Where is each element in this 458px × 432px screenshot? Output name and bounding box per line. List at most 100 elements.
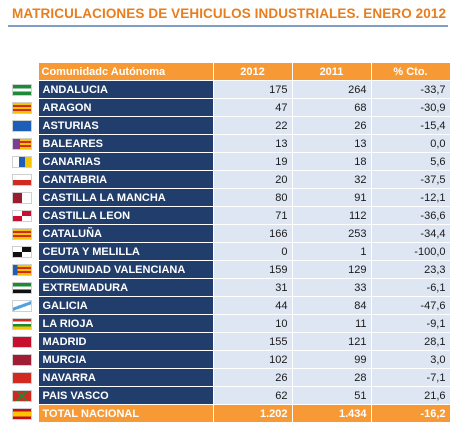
table-row: CATALUÑA 166 253 -34,4 xyxy=(8,224,451,243)
aragon-flag-icon xyxy=(12,101,32,114)
flag-cell xyxy=(8,242,38,261)
region-name: ANDALUCIA xyxy=(37,80,214,99)
value-2011: 28 xyxy=(291,368,372,387)
growth-percent: 5,6 xyxy=(370,152,451,171)
value-2012: 22 xyxy=(212,116,293,135)
baleares-flag-icon xyxy=(12,137,32,150)
table-header-row: Comunidadc Autónoma 2012 2011 % Cto. xyxy=(8,62,451,81)
value-2011: 84 xyxy=(291,296,372,315)
value-2012: 80 xyxy=(212,188,293,207)
value-2011: 91 xyxy=(291,188,372,207)
value-2012: 10 xyxy=(212,314,293,333)
table-row: EXTREMADURA 31 33 -6,1 xyxy=(8,278,451,297)
region-name: MURCIA xyxy=(37,350,214,369)
table-row: ARAGON 47 68 -30,9 xyxy=(8,98,451,117)
growth-percent: -6,1 xyxy=(370,278,451,297)
valencia-flag-icon xyxy=(12,263,32,276)
flag-cell xyxy=(8,386,38,405)
value-2012: 19 xyxy=(212,152,293,171)
value-2012: 166 xyxy=(212,224,293,243)
region-name: PAIS VASCO xyxy=(37,386,214,405)
flag-cell xyxy=(8,332,38,351)
value-2011: 1 xyxy=(291,242,372,261)
table-row: ASTURIAS 22 26 -15,4 xyxy=(8,116,451,135)
table-row: CASTILLA LEON 71 112 -36,6 xyxy=(8,206,451,225)
value-2011: 264 xyxy=(291,80,372,99)
value-2011: 121 xyxy=(291,332,372,351)
table-row: PAIS VASCO 62 51 21,6 xyxy=(8,386,451,405)
flag-cell xyxy=(8,278,38,297)
region-name: GALICIA xyxy=(37,296,214,315)
value-2012: 159 xyxy=(212,260,293,279)
table-row: ANDALUCIA 175 264 -33,7 xyxy=(8,80,451,99)
table-row: BALEARES 13 13 0,0 xyxy=(8,134,451,153)
region-name: CEUTA Y MELILLA xyxy=(37,242,214,261)
table-row: CANTABRIA 20 32 -37,5 xyxy=(8,170,451,189)
region-name: CATALUÑA xyxy=(37,224,214,243)
table-row: NAVARRA 26 28 -7,1 xyxy=(8,368,451,387)
flag-cell xyxy=(8,170,38,189)
flag-cell xyxy=(8,404,38,423)
growth-percent: -30,9 xyxy=(370,98,451,117)
table-row: MURCIA 102 99 3,0 xyxy=(8,350,451,369)
growth-percent: -37,5 xyxy=(370,170,451,189)
value-2012: 0 xyxy=(212,242,293,261)
table-row: LA RIOJA 10 11 -9,1 xyxy=(8,314,451,333)
flag-cell xyxy=(8,296,38,315)
value-2011: 99 xyxy=(291,350,372,369)
flag-cell xyxy=(8,116,38,135)
total-row: TOTAL NACIONAL 1.202 1.434 -16,2 xyxy=(8,404,451,423)
flag-cell xyxy=(8,134,38,153)
la-rioja-flag-icon xyxy=(12,317,32,330)
navarra-flag-icon xyxy=(12,371,32,384)
region-name: MADRID xyxy=(37,332,214,351)
value-2011: 32 xyxy=(291,170,372,189)
region-name: NAVARRA xyxy=(37,368,214,387)
header-spacer xyxy=(8,62,38,81)
region-name: ARAGON xyxy=(37,98,214,117)
flag-cell xyxy=(8,152,38,171)
value-2011: 33 xyxy=(291,278,372,297)
page-title: MATRICULACIONES DE VEHICULOS INDUSTRIALE… xyxy=(12,6,447,21)
value-2012: 26 xyxy=(212,368,293,387)
value-2012: 155 xyxy=(212,332,293,351)
value-2012: 31 xyxy=(212,278,293,297)
region-name: BALEARES xyxy=(37,134,214,153)
growth-percent: -9,1 xyxy=(370,314,451,333)
growth-percent: 3,0 xyxy=(370,350,451,369)
flag-cell xyxy=(8,188,38,207)
flag-cell xyxy=(8,314,38,333)
flag-cell xyxy=(8,260,38,279)
table-row: MADRID 155 121 28,1 xyxy=(8,332,451,351)
flag-cell xyxy=(8,80,38,99)
value-2011: 51 xyxy=(291,386,372,405)
growth-percent: -33,7 xyxy=(370,80,451,99)
andalucia-flag-icon xyxy=(12,83,32,96)
table-row: CANARIAS 19 18 5,6 xyxy=(8,152,451,171)
region-name: EXTREMADURA xyxy=(37,278,214,297)
value-2011: 11 xyxy=(291,314,372,333)
flag-cell xyxy=(8,206,38,225)
value-2012: 175 xyxy=(212,80,293,99)
value-2011: 129 xyxy=(291,260,372,279)
flag-cell xyxy=(8,98,38,117)
column-header-2011: 2011 xyxy=(291,62,372,81)
value-2012: 102 xyxy=(212,350,293,369)
column-header-growth: % Cto. xyxy=(370,62,451,81)
value-2011: 13 xyxy=(291,134,372,153)
value-2011: 68 xyxy=(291,98,372,117)
spain-flag-icon xyxy=(12,407,32,420)
value-2011: 26 xyxy=(291,116,372,135)
growth-percent: -7,1 xyxy=(370,368,451,387)
region-name: TOTAL NACIONAL xyxy=(37,404,214,423)
column-header-region: Comunidadc Autónoma xyxy=(37,62,214,81)
title-underline xyxy=(8,25,448,27)
growth-percent: -16,2 xyxy=(370,404,451,423)
table-row: GALICIA 44 84 -47,6 xyxy=(8,296,451,315)
growth-percent: 21,6 xyxy=(370,386,451,405)
value-2012: 1.202 xyxy=(212,404,293,423)
region-name: LA RIOJA xyxy=(37,314,214,333)
table-row: CASTILLA LA MANCHA 80 91 -12,1 xyxy=(8,188,451,207)
flag-cell xyxy=(8,350,38,369)
region-name: ASTURIAS xyxy=(37,116,214,135)
